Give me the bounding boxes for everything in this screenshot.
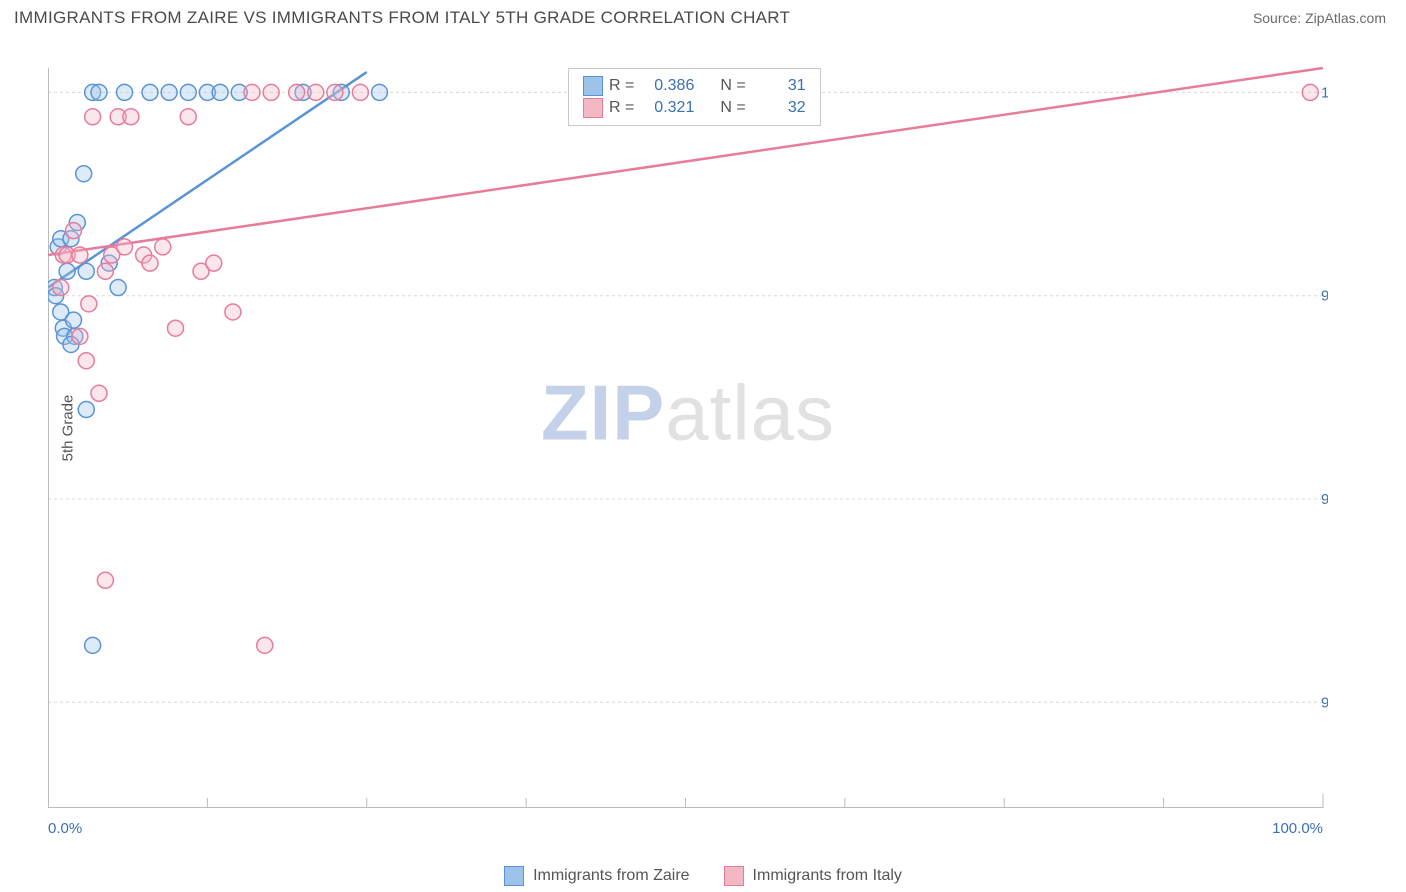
legend-series-name: Immigrants from Italy bbox=[753, 867, 902, 885]
data-point bbox=[66, 223, 82, 239]
data-point bbox=[180, 84, 196, 100]
data-point bbox=[327, 84, 343, 100]
data-point bbox=[76, 166, 92, 182]
chart-container: 5th Grade ZIPatlas 100.0%97.5%95.0%92.5%… bbox=[48, 48, 1328, 808]
chart-title: IMMIGRANTS FROM ZAIRE VS IMMIGRANTS FROM… bbox=[14, 8, 790, 28]
data-point bbox=[308, 84, 324, 100]
data-point bbox=[123, 109, 139, 125]
data-point bbox=[212, 84, 228, 100]
data-point bbox=[91, 84, 107, 100]
data-point bbox=[53, 280, 69, 296]
legend-n-label: N = bbox=[720, 99, 745, 117]
data-point bbox=[180, 109, 196, 125]
data-point bbox=[168, 320, 184, 336]
data-point bbox=[289, 84, 305, 100]
legend-r-value: 0.386 bbox=[640, 77, 694, 95]
y-tick-label: 95.0% bbox=[1321, 491, 1328, 508]
legend-r-label: R = bbox=[609, 99, 634, 117]
data-point bbox=[257, 637, 273, 653]
legend-r-label: R = bbox=[609, 77, 634, 95]
legend-r-value: 0.321 bbox=[640, 99, 694, 117]
data-point bbox=[352, 84, 368, 100]
data-point bbox=[225, 304, 241, 320]
y-tick-label: 100.0% bbox=[1321, 84, 1328, 101]
data-point bbox=[85, 109, 101, 125]
data-point bbox=[244, 84, 260, 100]
stats-legend-row: R = 0.386 N = 31 bbox=[583, 75, 806, 97]
trend-line bbox=[48, 72, 367, 287]
x-tick-label: 100.0% bbox=[1272, 820, 1323, 837]
y-tick-label: 97.5% bbox=[1321, 288, 1328, 305]
data-point bbox=[91, 385, 107, 401]
data-point bbox=[1302, 84, 1318, 100]
data-point bbox=[110, 280, 126, 296]
data-point bbox=[72, 247, 88, 263]
legend-swatch bbox=[504, 866, 524, 886]
data-point bbox=[117, 84, 133, 100]
x-tick-label: 0.0% bbox=[48, 820, 82, 837]
bottom-legend-item: Immigrants from Zaire bbox=[504, 866, 689, 886]
data-point bbox=[372, 84, 388, 100]
legend-n-label: N = bbox=[720, 77, 745, 95]
bottom-legend-item: Immigrants from Italy bbox=[724, 866, 902, 886]
data-point bbox=[263, 84, 279, 100]
legend-swatch bbox=[583, 76, 603, 96]
y-tick-label: 92.5% bbox=[1321, 694, 1328, 711]
data-point bbox=[142, 255, 158, 271]
data-point bbox=[85, 637, 101, 653]
data-point bbox=[72, 328, 88, 344]
source-label: Source: ZipAtlas.com bbox=[1253, 10, 1386, 26]
legend-n-value: 31 bbox=[752, 77, 806, 95]
stats-legend-row: R = 0.321 N = 32 bbox=[583, 97, 806, 119]
data-point bbox=[97, 263, 113, 279]
data-point bbox=[78, 353, 94, 369]
stats-legend: R = 0.386 N = 31 R = 0.321 N = 32 bbox=[568, 68, 821, 126]
data-point bbox=[117, 239, 133, 255]
scatter-plot: 100.0% 97.5% 95.0% 92.5% bbox=[48, 48, 1328, 808]
legend-swatch bbox=[724, 866, 744, 886]
legend-series-name: Immigrants from Zaire bbox=[533, 867, 689, 885]
data-point bbox=[81, 296, 97, 312]
data-point bbox=[155, 239, 171, 255]
data-point bbox=[161, 84, 177, 100]
data-point bbox=[78, 263, 94, 279]
data-point bbox=[142, 84, 158, 100]
legend-n-value: 32 bbox=[752, 99, 806, 117]
legend-swatch bbox=[583, 98, 603, 118]
bottom-legend: Immigrants from Zaire Immigrants from Ita… bbox=[0, 866, 1406, 886]
data-point bbox=[97, 572, 113, 588]
data-point bbox=[66, 312, 82, 328]
data-point bbox=[206, 255, 222, 271]
data-point bbox=[78, 402, 94, 418]
data-point bbox=[59, 263, 75, 279]
